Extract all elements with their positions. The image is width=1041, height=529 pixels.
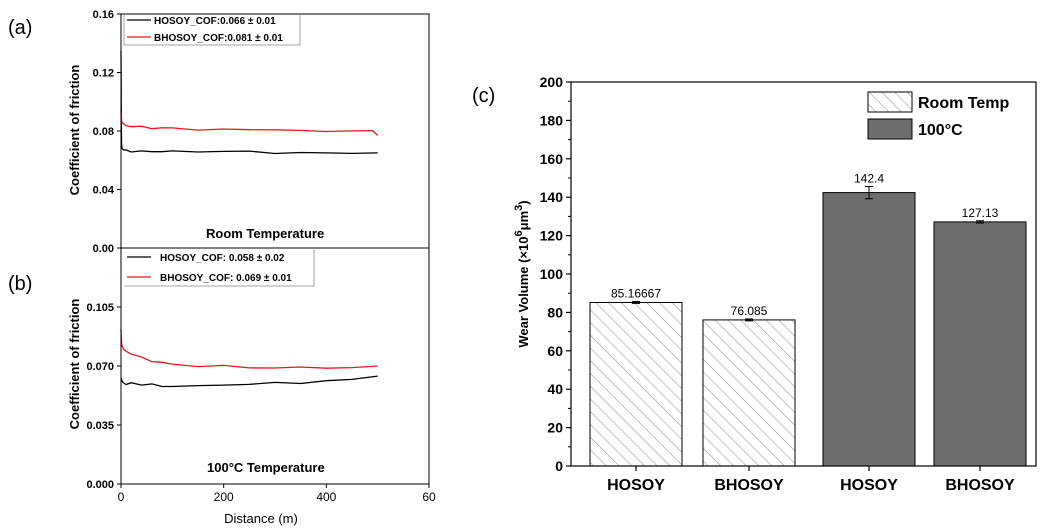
panel-a-frame: [120, 13, 430, 249]
ytick-label: 0.000: [86, 479, 114, 491]
legend-label-hosoy-a: HOSOY_COF:0.066 ± 0.01: [154, 16, 276, 27]
panel-b-annotation: 100°C Temperature: [207, 460, 325, 475]
bar-value-label: 127.13: [962, 206, 999, 220]
xtick-label: 200: [214, 490, 234, 504]
panel-a-annotation: Room Temperature: [206, 226, 324, 241]
ytick-label: 40: [547, 381, 563, 397]
panel-b-xlabel: Distance (m): [224, 511, 298, 526]
panel-b-ylabel: Coefficient of friction: [67, 299, 82, 430]
panel-a: (a) 0.00 0.04 0.08 0.12 0.16 HOSOY_COF:0.066…: [8, 9, 430, 255]
legend-label-bhosoy-b: BHOSOY_COF: 0.069 ± 0.01: [160, 273, 292, 284]
panel-a-series: [120, 50, 379, 155]
ytick-label: 160: [540, 151, 564, 167]
category-label: BHOSOY: [945, 477, 1015, 494]
panel-a-ylabel: Coefficient of friction: [67, 65, 82, 196]
panel-a-label: (a): [8, 17, 32, 39]
ytick-label: 180: [540, 112, 564, 128]
ytick-label: 60: [547, 343, 563, 359]
panel-b-ticks: 0.000 0.035 0.070 0.105 0 200 400 60: [86, 302, 436, 504]
ytick-label: 0.04: [93, 185, 115, 197]
ytick-label: 0.070: [86, 361, 114, 373]
ytick-label: 20: [547, 420, 563, 436]
bar-hosoy-100c: [822, 192, 916, 467]
bar-bhosoy-100c: [933, 221, 1027, 467]
legend-swatch-100c: [867, 118, 913, 140]
panel-c: (c) 0 20 40 60 80 100 120 140 160 180 200 85.16667…: [472, 74, 1037, 494]
ytick-label: 0.12: [93, 68, 114, 80]
ytick-label: 200: [540, 74, 564, 90]
ytick-label: 0.08: [93, 126, 114, 138]
panel-b-legend: HOSOY_COF: 0.058 ± 0.02 BHOSOY_COF: 0.06…: [124, 250, 315, 287]
bar-bhosoy-room-temp: [702, 319, 796, 467]
ytick-label: 80: [547, 304, 563, 320]
panel-a-yticks: 0.00 0.04 0.08 0.12 0.16: [93, 9, 121, 255]
panel-c-frame: [570, 81, 1037, 467]
xtick-label: 60: [422, 490, 436, 504]
panel-c-legend: Room Temp 100°C: [867, 91, 1009, 140]
ytick-label: 0.00: [93, 243, 114, 255]
ytick-label: 100: [540, 266, 564, 282]
category-label: HOSOY: [607, 477, 665, 494]
ytick-label: 140: [540, 189, 564, 205]
legend-label-hosoy-b: HOSOY_COF: 0.058 ± 0.02: [160, 253, 285, 264]
panel-b: (b) 0.000 0.035 0.070 0.105 0 200 400 60 HOSOY_…: [8, 247, 436, 526]
legend-border-b: [124, 250, 315, 287]
panel-c-bars: 85.16667 HOSOY 76.085 BHOSOY 142.4 HOSOY 127.1…: [589, 171, 1027, 494]
panel-b-series: [120, 328, 378, 388]
bar-value-label: 85.16667: [611, 287, 661, 301]
legend-label-100c: 100°C: [918, 122, 963, 139]
ytick-label: 120: [540, 228, 564, 244]
series-line-hosoy: [120, 50, 378, 155]
ytick-label: 0.105: [86, 302, 114, 314]
category-label: HOSOY: [840, 477, 898, 494]
panel-c-yticks: 0 20 40 60 80 100 120 140 160 180 200: [540, 74, 571, 474]
bar-hosoy-room-temp: [589, 301, 683, 467]
bar-value-label: 76.085: [731, 304, 768, 318]
legend-label-bhosoy-a: BHOSOY_COF:0.081 ± 0.01: [154, 33, 283, 44]
series-line-bhosoy: [120, 110, 379, 136]
panel-c-label: (c): [472, 85, 495, 107]
panel-b-label: (b): [8, 273, 32, 295]
ytick-label: 0.035: [86, 420, 114, 432]
panel-c-ylabel: Wear Volume (×106μm3): [513, 200, 531, 347]
series-line-bhosoy: [120, 328, 378, 369]
bar-value-label: 142.4: [854, 171, 884, 185]
series-line-hosoy: [120, 375, 378, 388]
xtick-label: 0: [118, 490, 125, 504]
panel-a-legend: HOSOY_COF:0.066 ± 0.01 BHOSOY_COF:0.081 …: [123, 14, 301, 46]
ytick-label: 0: [555, 458, 563, 474]
legend-border-a: [123, 14, 301, 46]
ytick-label: 0.16: [93, 9, 114, 21]
legend-swatch-room-temp: [867, 91, 913, 113]
xtick-label: 400: [316, 490, 336, 504]
legend-label-room-temp: Room Temp: [918, 95, 1009, 112]
category-label: BHOSOY: [714, 477, 784, 494]
panel-b-frame: [120, 247, 430, 485]
